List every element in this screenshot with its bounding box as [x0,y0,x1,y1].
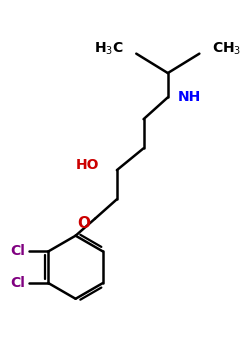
Text: CH$_3$: CH$_3$ [212,41,241,57]
Text: O: O [78,216,90,231]
Text: Cl: Cl [10,244,25,258]
Text: H$_3$C: H$_3$C [94,41,124,57]
Text: HO: HO [76,158,100,172]
Text: Cl: Cl [10,276,25,290]
Text: NH: NH [178,90,201,104]
